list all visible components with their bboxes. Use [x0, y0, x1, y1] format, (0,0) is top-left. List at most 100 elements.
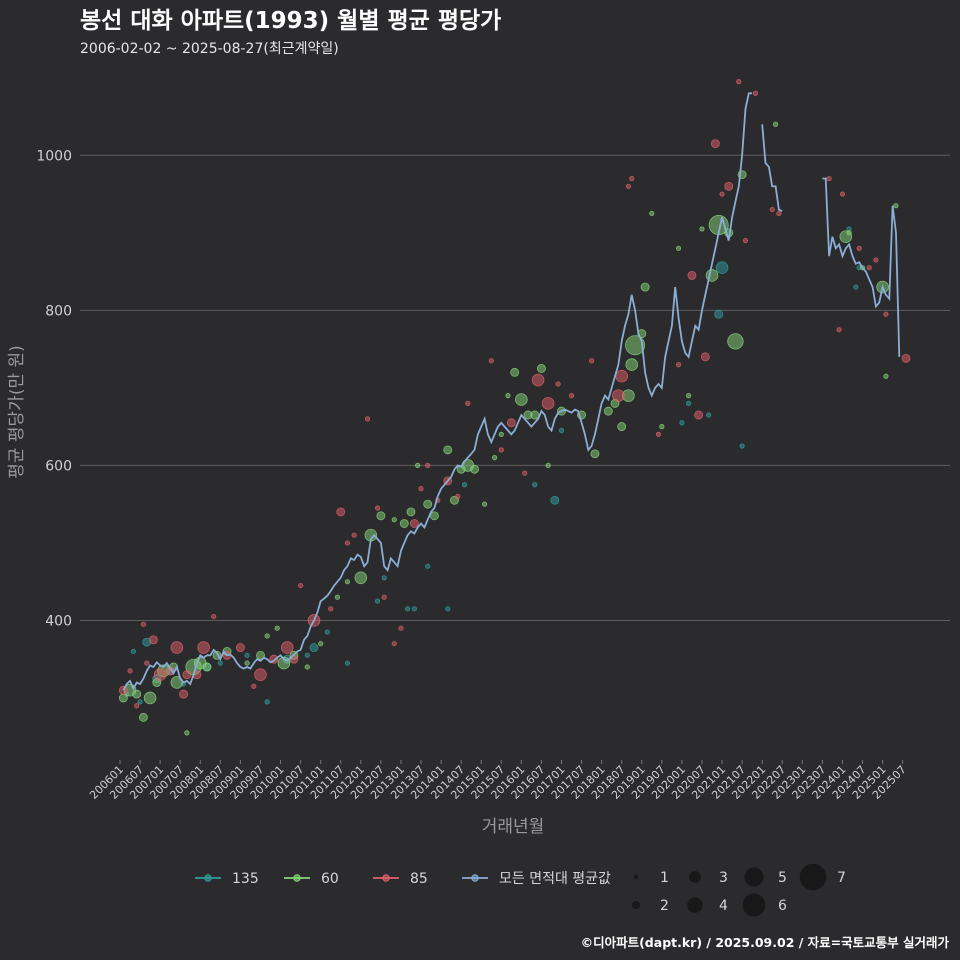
point-60 [590, 449, 600, 459]
point-85 [531, 373, 545, 387]
point-60 [406, 507, 416, 517]
point-60 [545, 462, 551, 468]
point-135 [461, 482, 468, 488]
point-85 [364, 416, 371, 422]
point-85 [425, 462, 431, 468]
point-135 [853, 284, 859, 290]
legend-label: 135 [232, 871, 259, 887]
point-85 [719, 191, 725, 197]
point-85 [336, 507, 346, 517]
point-85 [769, 206, 775, 213]
size-legend-dot [799, 863, 827, 891]
legend-label: 60 [321, 871, 339, 887]
legend-key-dot [471, 874, 479, 882]
point-85 [901, 353, 911, 363]
point-60 [727, 333, 744, 350]
average-line [122, 92, 901, 691]
point-85 [588, 358, 595, 364]
point-85 [344, 540, 351, 546]
point-135 [309, 643, 319, 653]
y-tick-label: 400 [45, 613, 72, 629]
point-60 [443, 445, 453, 455]
point-60 [132, 689, 142, 699]
point-85 [836, 327, 842, 333]
size-legend-label: 5 [778, 870, 787, 886]
point-60 [492, 455, 498, 461]
point-60 [883, 373, 889, 379]
point-85 [391, 641, 397, 647]
point-60 [415, 462, 421, 468]
point-85 [612, 389, 625, 402]
point-135 [714, 309, 724, 319]
point-135 [304, 652, 310, 658]
point-135 [685, 400, 692, 406]
point-85 [742, 237, 749, 244]
point-60 [625, 358, 639, 371]
size-legend-label: 6 [778, 898, 787, 914]
legend-label: 모든 면적대 평균값 [499, 871, 611, 887]
size-legend-dot [631, 900, 641, 910]
point-60 [893, 203, 899, 209]
point-85 [700, 352, 710, 362]
point-85 [197, 641, 210, 654]
point-60 [846, 230, 852, 236]
point-85 [866, 265, 872, 271]
point-60 [659, 424, 665, 430]
point-60 [625, 335, 646, 356]
point-85 [687, 270, 697, 280]
grid [80, 154, 950, 621]
legend-key-dot [293, 874, 301, 882]
point-60 [699, 226, 705, 232]
point-60 [256, 650, 265, 660]
point-85 [629, 175, 635, 182]
point-85 [144, 660, 150, 666]
avg-line-segment [761, 124, 783, 212]
point-60 [184, 730, 190, 736]
point-85 [398, 625, 404, 631]
point-85 [351, 532, 357, 538]
point-85 [328, 606, 334, 612]
point-85 [182, 670, 192, 680]
point-85 [506, 418, 516, 428]
size-legend-label: 4 [719, 898, 728, 914]
point-85 [280, 641, 294, 654]
point-135 [739, 443, 745, 449]
point-85 [153, 668, 167, 682]
point-60 [391, 517, 397, 523]
point-85 [615, 369, 629, 383]
point-85 [251, 683, 257, 689]
point-85 [254, 668, 267, 682]
point-135 [217, 660, 223, 666]
point-85 [736, 79, 742, 85]
point-60 [536, 364, 546, 373]
point-85 [235, 643, 245, 653]
point-135 [679, 420, 685, 426]
avg-line-segment [122, 92, 753, 691]
point-60 [244, 660, 250, 666]
point-60 [505, 393, 511, 399]
point-85 [883, 311, 889, 317]
point-85 [541, 397, 555, 410]
point-85 [118, 685, 128, 695]
size-legend-label: 2 [660, 898, 669, 914]
point-85 [374, 505, 381, 511]
point-60 [318, 641, 324, 647]
point-85 [776, 210, 782, 217]
point-60 [202, 662, 212, 672]
point-135 [411, 606, 417, 612]
point-85 [465, 400, 471, 406]
point-135 [445, 606, 451, 612]
point-85 [381, 594, 387, 600]
point-60 [617, 422, 627, 432]
size-legend-label: 1 [660, 870, 669, 886]
point-60 [640, 282, 650, 292]
point-85 [724, 181, 734, 191]
point-85 [839, 191, 846, 197]
point-85 [409, 519, 419, 528]
point-135 [405, 606, 411, 612]
point-85 [211, 613, 217, 620]
point-135 [264, 699, 270, 705]
point-60 [675, 245, 682, 251]
